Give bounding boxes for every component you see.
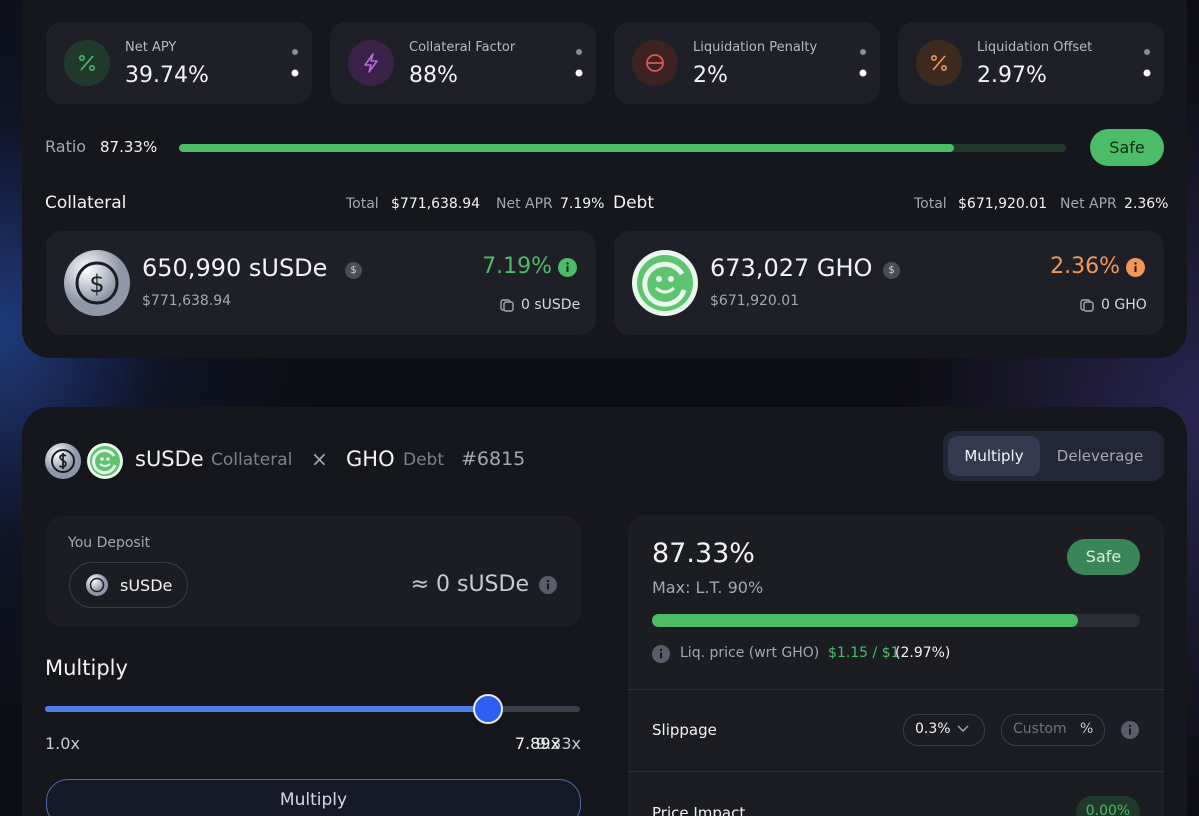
deposit-amount: ≈ 0 sUSDe	[410, 572, 529, 597]
total-label: Total	[914, 196, 947, 212]
collateral-amount: 650,990 sUSDe	[142, 254, 328, 282]
debt-token: GHO	[346, 447, 395, 471]
divider	[628, 771, 1164, 772]
tab-multiply[interactable]: Multiply	[948, 436, 1040, 476]
stat-label: Liquidation Offset	[977, 40, 1093, 55]
total-label: Total	[346, 196, 379, 212]
debt-amount: 673,027 GHO	[710, 254, 873, 282]
debt-card	[614, 231, 1164, 335]
collateral-heading: Collateral	[45, 193, 127, 213]
susde-icon	[45, 443, 81, 479]
position-id: #6815	[461, 448, 526, 470]
stat-value: 2.97%	[977, 63, 1047, 88]
info-icon	[1126, 258, 1145, 277]
stat-icon	[64, 40, 110, 86]
info-icon	[1121, 721, 1139, 739]
price-impact-value: 0.00%	[1076, 796, 1140, 816]
max-lt: Max: L.T. 90%	[652, 578, 764, 597]
liq-price: $1.15 / $1	[828, 645, 900, 661]
liq-offset: (2.97%)	[895, 645, 951, 661]
slider-min: 1.0x	[45, 734, 80, 753]
debt-rate: 2.36%	[1050, 254, 1120, 279]
health-fill	[652, 614, 1079, 627]
usd-badge: $	[345, 262, 362, 279]
safe-badge: Safe	[1067, 539, 1140, 575]
info-icon	[539, 576, 557, 594]
gho-icon	[87, 443, 123, 479]
stat-icon	[632, 40, 678, 86]
multiply-heading: Multiply	[45, 656, 128, 680]
menu-dots[interactable]	[575, 48, 583, 78]
slider-value: 7.89x	[514, 734, 560, 753]
ratio-label: Ratio	[45, 137, 87, 156]
separator: ×	[311, 447, 328, 471]
deposit-card	[46, 516, 581, 627]
ratio-track	[179, 144, 1066, 152]
collateral-rate: 7.19%	[482, 254, 552, 279]
price-impact-label: Price Impact	[652, 804, 746, 816]
stat-label: Liquidation Penalty	[693, 40, 818, 55]
slider-track[interactable]	[45, 706, 580, 712]
collateral-card	[46, 231, 596, 335]
stat-icon	[916, 40, 962, 86]
collateral-label: Collateral	[211, 450, 293, 470]
slippage-value: 0.3%	[915, 721, 951, 737]
multiply-button[interactable]: Multiply	[46, 779, 581, 816]
health-track	[652, 614, 1140, 627]
stat-icon	[348, 40, 394, 86]
stat-value: 39.74%	[125, 63, 209, 88]
stat-label: Net APY	[125, 40, 177, 55]
gho-icon	[632, 250, 698, 316]
wallet-icon	[1080, 299, 1094, 312]
susde-icon: $	[64, 250, 130, 316]
info-icon	[652, 645, 670, 663]
liq-label: Liq. price (wrt GHO)	[680, 645, 820, 661]
apr-label: Net APR	[496, 196, 553, 212]
tab-deleverage[interactable]: Deleverage	[1056, 447, 1144, 465]
stat-label: Collateral Factor	[409, 40, 516, 55]
slider-max: 9.33x	[535, 734, 581, 753]
stat-value: 2%	[693, 63, 728, 88]
collateral-usd: $771,638.94	[142, 293, 232, 309]
ratio-fill	[179, 144, 954, 152]
debt-total: $671,920.01	[958, 196, 1048, 212]
custom-unit: %	[1080, 721, 1094, 737]
usd-badge: $	[883, 262, 900, 279]
slider-thumb[interactable]	[472, 694, 503, 724]
debt-usd: $671,920.01	[710, 293, 800, 309]
menu-dots[interactable]	[1143, 48, 1151, 78]
stat-value: 88%	[409, 63, 458, 88]
chevron	[957, 725, 969, 733]
collateral-token: sUSDe	[135, 447, 204, 471]
slippage-label: Slippage	[652, 721, 717, 739]
custom-input[interactable]	[1001, 714, 1105, 746]
debt-heading: Debt	[613, 193, 655, 213]
collateral-total: $771,638.94	[391, 196, 481, 212]
menu-dots[interactable]	[291, 48, 299, 78]
ratio-value: 87.33%	[100, 138, 158, 156]
debt-balance: 0 GHO	[1101, 297, 1147, 313]
deposit-token: sUSDe	[120, 576, 173, 595]
token-selector[interactable]	[69, 562, 188, 608]
collateral-balance: 0 sUSDe	[521, 297, 581, 313]
collateral-apr: 7.19%	[560, 196, 605, 212]
debt-label: Debt	[403, 450, 445, 470]
wallet-icon	[500, 299, 514, 312]
divider	[628, 689, 1164, 690]
debt-apr: 2.36%	[1124, 196, 1169, 212]
susde-icon	[86, 574, 108, 596]
slider-fill	[45, 706, 488, 712]
custom-placeholder: Custom	[1013, 721, 1067, 737]
deposit-label: You Deposit	[68, 535, 151, 551]
info-icon	[558, 258, 577, 277]
menu-dots[interactable]	[859, 48, 867, 78]
coin-symbol: $	[89, 270, 104, 298]
slippage-dropdown[interactable]	[903, 714, 985, 746]
safe-badge: Safe	[1090, 129, 1164, 166]
health-ratio: 87.33%	[652, 538, 755, 569]
apr-label: Net APR	[1060, 196, 1117, 212]
